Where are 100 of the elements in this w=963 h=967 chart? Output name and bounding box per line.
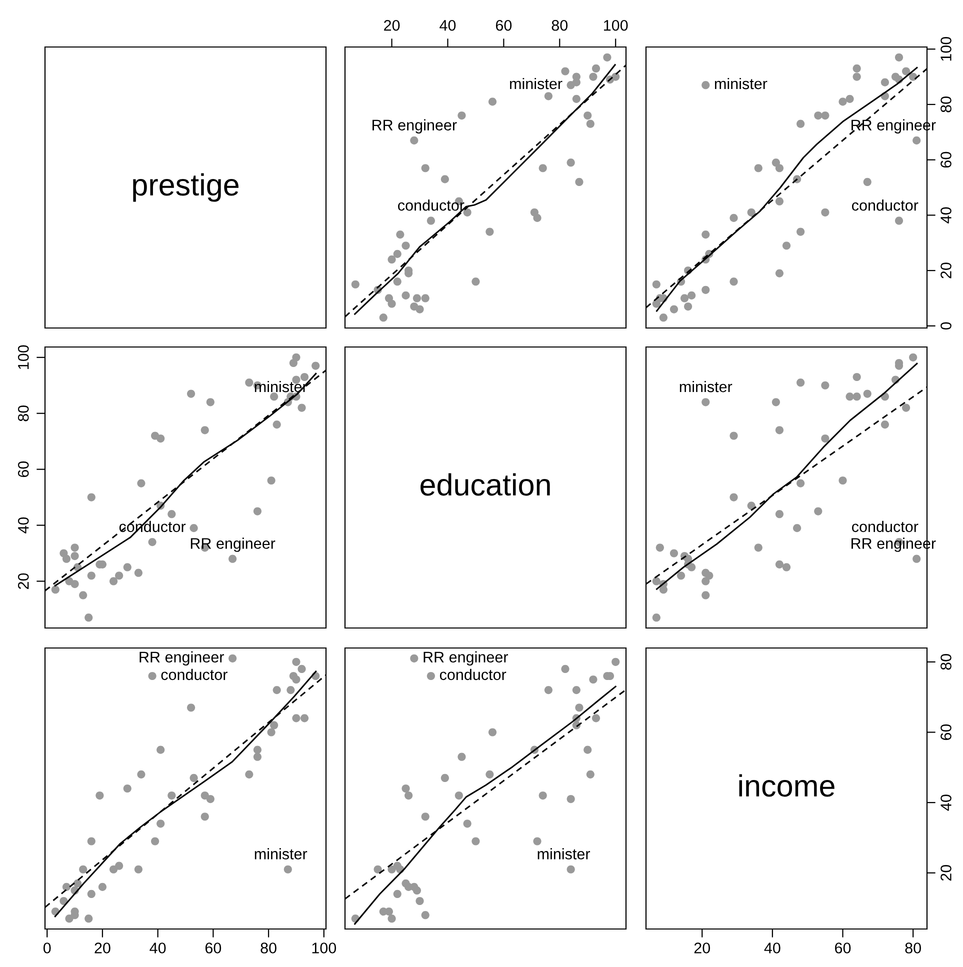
point [486,228,494,236]
point [702,591,710,600]
point [148,538,156,546]
annotation: conductor [440,668,506,680]
annotation: conductor [852,200,918,211]
point [206,795,214,804]
x-tick-label: 100 [312,942,336,954]
point [566,795,575,804]
point [168,510,176,518]
annotation: minister [538,848,590,860]
point [754,544,762,552]
point [538,164,547,172]
x-tick-label: 40 [150,942,166,954]
point [846,94,854,103]
point [416,305,424,314]
point [109,577,118,586]
point [298,404,306,412]
annotation: minister [254,848,308,860]
point [561,67,570,76]
point [270,392,278,401]
point [87,837,96,846]
point [87,890,96,898]
point [659,586,668,594]
point [814,507,822,516]
point [796,378,805,387]
point [402,242,410,250]
point [79,865,88,874]
point [168,791,176,800]
point [472,837,480,846]
point [388,865,396,874]
point [421,812,430,821]
point [589,72,598,81]
point [416,896,424,906]
point [821,111,830,120]
point [880,420,889,429]
point [421,911,430,920]
point [909,353,918,362]
point [652,614,660,622]
point [458,111,466,120]
point [838,476,847,485]
y-tick-label: 40 [940,207,952,224]
x-tick-label: 20 [694,942,710,954]
point [190,524,198,532]
point [134,568,142,577]
y-tick-label: 20 [940,262,952,278]
point [730,278,738,286]
point [98,882,107,891]
point [730,432,738,440]
point [396,230,404,239]
point [388,300,396,308]
point [670,305,678,314]
point [793,524,802,532]
point [852,372,861,382]
point [880,78,889,86]
point [894,216,904,225]
point [388,914,396,923]
point [426,216,435,225]
point [821,208,830,216]
point [410,654,418,662]
point [300,714,309,722]
point [702,230,710,239]
point [488,728,497,736]
point [60,549,68,558]
point [402,784,410,793]
point [156,434,165,443]
point [863,390,872,398]
point [286,686,295,694]
point [775,560,784,568]
point [566,158,575,167]
y-tick-label: 80 [940,96,952,112]
point [79,591,88,600]
y-tick-label: 80 [940,654,952,670]
annotation: minister [680,380,732,392]
point [814,111,822,120]
point [228,654,237,662]
point [702,398,710,406]
point [65,577,74,586]
point [463,820,472,828]
point [486,770,494,778]
x-tick-label: 0 [43,942,51,954]
point [852,64,861,73]
point [688,291,696,300]
point [821,434,830,443]
point [84,614,93,622]
point [115,572,124,580]
point [292,658,300,666]
y-tick-label: 80 [18,405,29,422]
annotation: minister [510,78,562,90]
point [421,294,430,302]
point [688,563,696,572]
annotation: conductor [398,200,464,211]
point [267,728,276,736]
point [245,770,254,778]
point [702,286,710,294]
x-tick-label: 40 [764,942,780,954]
point [298,664,306,674]
point [426,672,435,680]
point [584,111,592,120]
point [566,865,575,874]
point [148,672,156,680]
